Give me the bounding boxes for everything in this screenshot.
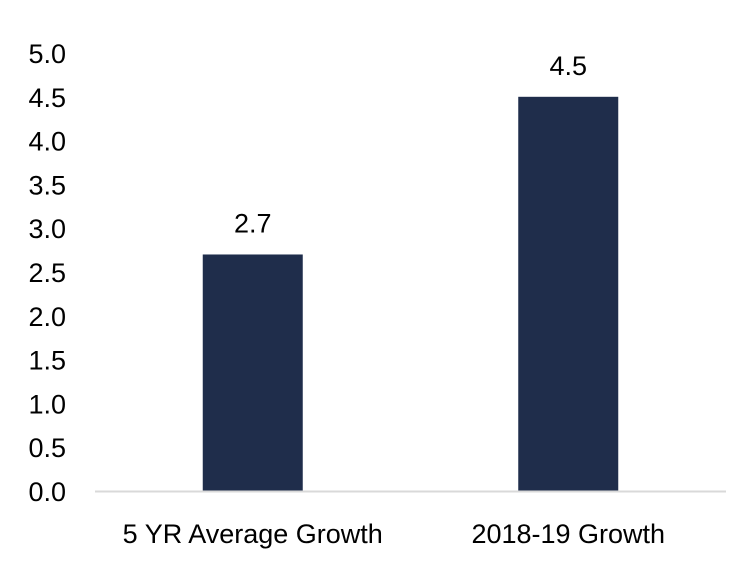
x-axis-category-labels: 5 YR Average Growth 2018-19 Growth <box>123 519 665 549</box>
y-tick-label: 1.0 <box>28 389 66 419</box>
y-tick-label: 5.0 <box>28 39 66 69</box>
y-tick-label: 1.5 <box>28 346 66 376</box>
y-tick-label: 3.0 <box>28 214 66 244</box>
y-tick-label: 2.5 <box>28 258 66 288</box>
bar <box>518 96 619 492</box>
y-tick-label: 3.5 <box>28 170 66 200</box>
bar-value-label: 2.7 <box>234 208 272 238</box>
y-tick-label: 4.5 <box>28 83 66 113</box>
bar <box>202 254 303 491</box>
y-axis-tick-labels: 0.0 0.5 1.0 1.5 2.0 2.5 3.0 3.5 4.0 4.5 5.0 <box>28 39 66 507</box>
y-tick-label: 4.0 <box>28 127 66 157</box>
bars <box>202 96 619 492</box>
data-labels: 2.7 4.5 <box>234 51 587 239</box>
x-category-label: 2018-19 Growth <box>471 519 665 549</box>
y-tick-label: 2.0 <box>28 302 66 332</box>
bar-value-label: 4.5 <box>549 51 587 81</box>
y-tick-label: 0.0 <box>28 477 66 507</box>
y-tick-label: 0.5 <box>28 433 66 463</box>
x-category-label: 5 YR Average Growth <box>123 519 383 549</box>
